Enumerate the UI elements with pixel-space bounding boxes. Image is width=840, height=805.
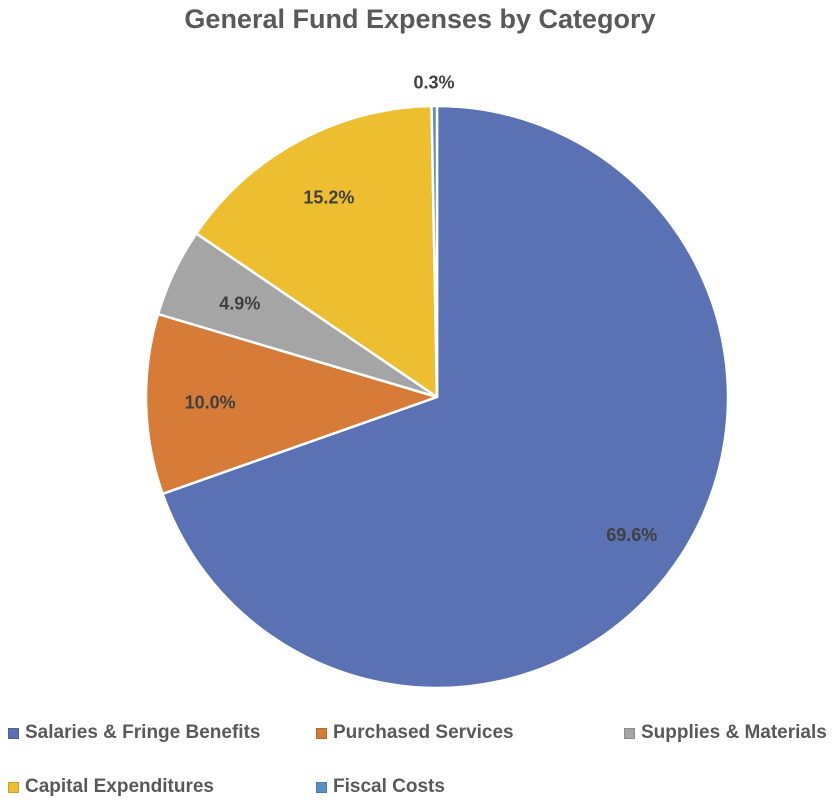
data-label-purchased-services: 10.0% xyxy=(185,393,236,413)
legend-swatch-supplies xyxy=(624,727,635,739)
legend-label-supplies: Supplies & Materials xyxy=(641,722,827,743)
legend-swatch-salaries xyxy=(8,727,19,739)
data-label-supplies-and-materials: 4.9% xyxy=(219,293,260,313)
legend-item-fiscal-costs: Fiscal Costs xyxy=(316,776,445,798)
legend-item-capital-expenditures: Capital Expenditures xyxy=(8,776,214,798)
legend-item-salaries: Salaries & Fringe Benefits xyxy=(8,722,260,744)
legend-label-capital-expenditures: Capital Expenditures xyxy=(25,776,214,797)
pie-slice-fiscal-costs xyxy=(430,104,439,399)
data-label-salaries-and-fringe-benefits: 69.6% xyxy=(606,525,657,545)
pie-slice-capital-expenditures xyxy=(195,104,439,399)
data-label-capital-expenditures: 15.2% xyxy=(303,187,354,207)
legend-swatch-fiscal-costs xyxy=(316,781,327,793)
legend-label-fiscal-costs: Fiscal Costs xyxy=(333,776,445,797)
legend-swatch-purchased-services xyxy=(316,727,327,739)
chart-title: General Fund Expenses by Category xyxy=(184,4,656,34)
legend-swatch-capital-expenditures xyxy=(8,781,19,793)
legend-item-purchased-services: Purchased Services xyxy=(316,722,514,744)
pie-chart: 69.6% 10.0% 4.9% 15.2% 0.3% xyxy=(144,73,730,690)
legend-label-salaries: Salaries & Fringe Benefits xyxy=(25,722,261,743)
pie-slice-salaries-and-fringe-benefits xyxy=(161,104,730,690)
pie-slice-purchased-services xyxy=(144,312,439,496)
legend-label-purchased-services: Purchased Services xyxy=(333,722,514,743)
legend-item-supplies: Supplies & Materials xyxy=(624,722,827,744)
data-label-fiscal-costs: 0.3% xyxy=(414,73,455,93)
